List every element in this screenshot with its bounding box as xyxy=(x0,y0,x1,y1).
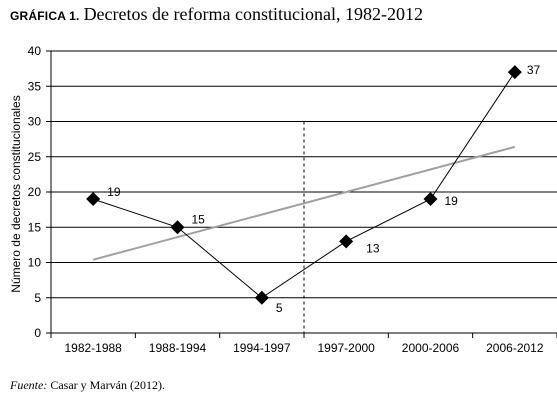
y-tick-label: 40 xyxy=(28,44,42,58)
x-tick-label: 1982-1988 xyxy=(64,341,122,355)
figure-label: GRÁFICA 1. xyxy=(10,9,80,23)
y-tick-label: 0 xyxy=(34,326,41,340)
y-tick-label: 30 xyxy=(28,115,42,129)
data-point-diamond xyxy=(254,290,269,305)
source-note: Fuente: Casar y Marván (2012). xyxy=(10,378,165,393)
source-text: Casar y Marván (2012). xyxy=(50,378,165,392)
source-label: Fuente: xyxy=(10,378,48,392)
data-point-diamond xyxy=(507,65,522,80)
x-tick-label: 2006-2012 xyxy=(486,341,544,355)
data-label: 37 xyxy=(527,63,541,77)
data-label: 13 xyxy=(366,241,380,255)
data-point-diamond xyxy=(423,192,438,207)
y-tick-label: 5 xyxy=(34,291,41,305)
chart-title: GRÁFICA 1. Decretos de reforma constituci… xyxy=(10,4,423,25)
x-tick-label: 1997-2000 xyxy=(317,341,375,355)
y-axis-label: Número de decretos constitucionales xyxy=(9,95,23,292)
x-tick-label: 1994-1997 xyxy=(233,341,291,355)
trendline xyxy=(92,145,516,261)
figure-title: Decretos de reforma constitucional, 1982… xyxy=(83,4,423,24)
data-label: 19 xyxy=(107,185,121,199)
data-label: 19 xyxy=(445,194,459,208)
data-label: 15 xyxy=(192,212,206,226)
x-tick-label: 2000-2006 xyxy=(402,341,460,355)
y-tick-label: 35 xyxy=(28,79,42,93)
x-tick-label: 1988-1994 xyxy=(149,341,207,355)
series-line xyxy=(93,71,516,299)
data-point-diamond xyxy=(339,234,354,249)
data-point-diamond xyxy=(86,192,101,207)
data-point-diamond xyxy=(170,220,185,235)
y-tick-label: 25 xyxy=(28,150,42,164)
y-tick-label: 15 xyxy=(28,220,42,234)
data-label: 5 xyxy=(276,301,283,315)
y-tick-label: 10 xyxy=(28,256,42,270)
y-tick-label: 20 xyxy=(28,185,42,199)
